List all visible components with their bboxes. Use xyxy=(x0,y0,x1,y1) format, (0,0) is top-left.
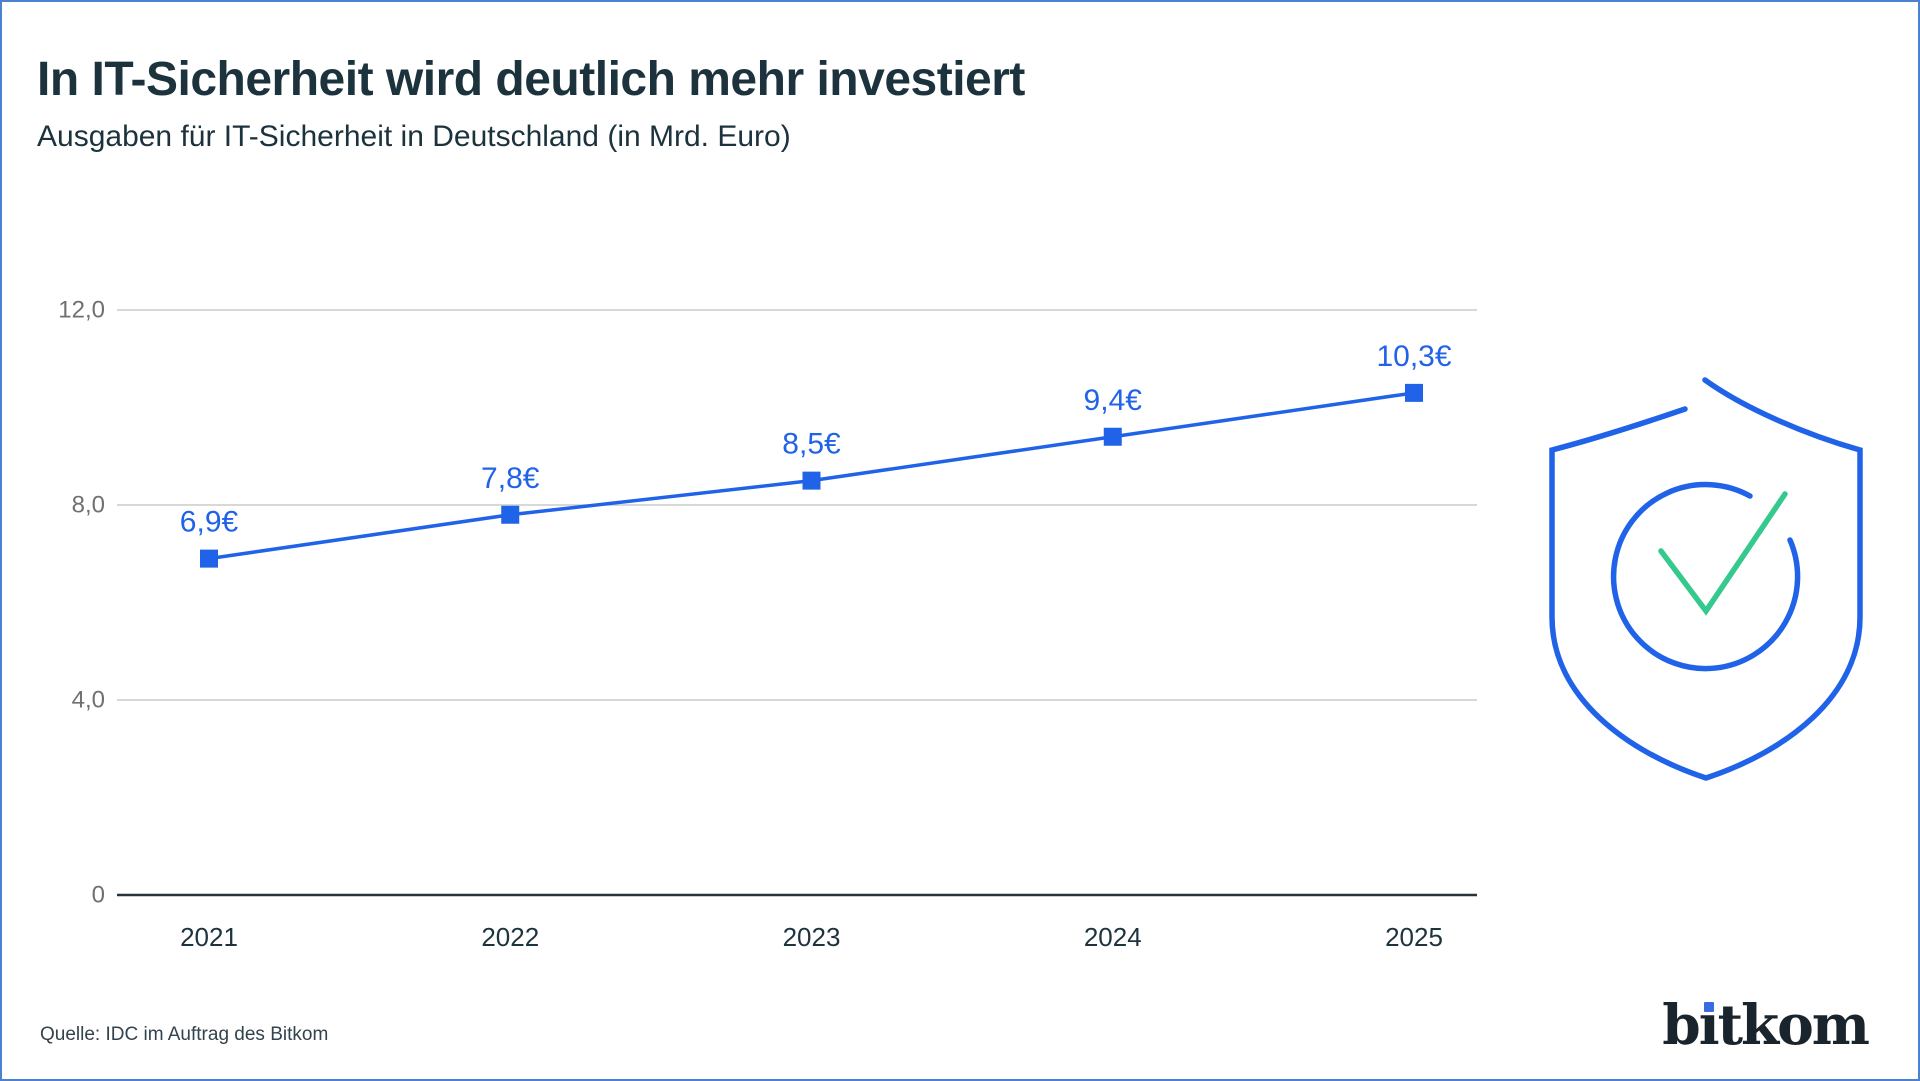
data-point-marker xyxy=(802,471,821,490)
bitkom-logo: bı tkom xyxy=(1662,992,1870,1057)
y-tick-label: 12,0 xyxy=(58,297,105,324)
data-point-label: 9,4€ xyxy=(1084,384,1143,417)
page-subtitle: Ausgaben für IT-Sicherheit in Deutschlan… xyxy=(37,120,791,153)
y-tick-label: 8,0 xyxy=(72,492,105,519)
data-point-label: 10,3€ xyxy=(1376,340,1451,373)
data-point-label: 8,5€ xyxy=(782,428,841,461)
data-point-marker xyxy=(1103,427,1122,446)
data-point-marker xyxy=(501,505,520,524)
x-tick-label: 2022 xyxy=(481,922,539,952)
data-point-marker xyxy=(1405,383,1423,402)
x-tick-label: 2024 xyxy=(1084,922,1142,952)
logo-letter-i: ı xyxy=(1698,992,1720,1057)
page-title: In IT-Sicherheit wird deutlich mehr inve… xyxy=(37,53,1025,106)
logo-i-dot xyxy=(1703,1002,1714,1012)
shield-check-icon xyxy=(1549,377,1863,781)
x-tick-label: 2025 xyxy=(1385,922,1443,952)
source-note: Quelle: IDC im Auftrag des Bitkom xyxy=(40,1024,329,1045)
shield-outline xyxy=(1549,377,1863,781)
x-tick-label: 2023 xyxy=(783,922,841,952)
shield-circle xyxy=(1610,481,1801,672)
data-point-label: 7,8€ xyxy=(481,462,540,495)
x-tick-label: 2021 xyxy=(180,922,238,952)
y-tick-label: 4,0 xyxy=(72,687,105,714)
check-mark xyxy=(1658,491,1788,616)
logo-letter: b xyxy=(1662,992,1700,1057)
data-point-marker xyxy=(200,549,218,568)
logo-letters: tkom xyxy=(1717,992,1870,1057)
data-point-label: 6,9€ xyxy=(180,506,239,539)
y-tick-label: 0 xyxy=(92,882,105,909)
